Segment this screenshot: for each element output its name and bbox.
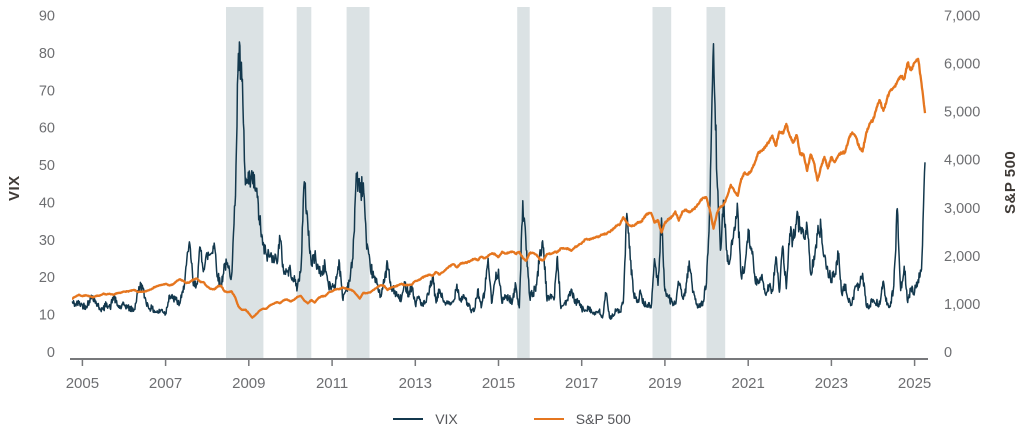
x-axis-tick-label: 2007 bbox=[149, 375, 182, 392]
chart-canvas: 2005 2007 2009 2011 2013 2015 2017 2019 2021 2023… bbox=[39, 7, 980, 392]
right-axis-tick-label: 1,000 bbox=[944, 297, 980, 313]
legend-item-vix: VIX bbox=[393, 411, 458, 427]
x-axis-tick-label: 2015 bbox=[482, 375, 515, 392]
left-axis-tick-label: 40 bbox=[39, 195, 55, 211]
left-axis-tick-label: 50 bbox=[39, 158, 55, 174]
x-axis-tick-label: 2019 bbox=[648, 375, 681, 392]
left-axis-tick-label: 80 bbox=[39, 46, 55, 62]
sp500-line bbox=[71, 57, 927, 319]
sp500-legend-line bbox=[533, 418, 564, 420]
left-axis-tick-label: 20 bbox=[39, 270, 55, 286]
left-axis-tick-label: 60 bbox=[39, 121, 55, 137]
right-axis-tick-label: 3,000 bbox=[944, 201, 980, 217]
right-axis-tick-label: 7,000 bbox=[944, 9, 980, 25]
right-axis-tick-label: 2,000 bbox=[944, 249, 980, 265]
right-axis-tick-label: 6,000 bbox=[944, 57, 980, 73]
x-axis-tick-label: 2009 bbox=[232, 375, 265, 392]
left-axis-tick-label: 10 bbox=[39, 308, 55, 324]
left-axis-tick-label: 0 bbox=[47, 345, 55, 361]
sp500-legend-label: S&P 500 bbox=[575, 411, 631, 427]
shaded-band bbox=[706, 7, 726, 359]
vix-line bbox=[71, 41, 926, 320]
right-axis-title: S&P 500 bbox=[1002, 150, 1019, 214]
x-axis-tick-label: 2021 bbox=[732, 375, 765, 392]
right-axis-tick-label: 4,000 bbox=[944, 153, 980, 169]
vix-legend-label: VIX bbox=[435, 411, 458, 427]
x-axis-tick-label: 2023 bbox=[815, 375, 848, 392]
legend: VIX S&P 500 bbox=[0, 411, 1024, 427]
legend-item-sp500: S&P 500 bbox=[533, 411, 631, 427]
x-axis-tick-label: 2013 bbox=[399, 375, 432, 392]
vix-legend-line bbox=[393, 418, 424, 420]
x-axis-tick-label: 2005 bbox=[66, 375, 99, 392]
right-axis-tick-label: 5,000 bbox=[944, 105, 980, 121]
left-axis-tick-label: 30 bbox=[39, 233, 55, 249]
x-axis-tick-label: 2025 bbox=[898, 375, 931, 392]
x-axis-tick-label: 2017 bbox=[565, 375, 598, 392]
right-axis-tick-label: 0 bbox=[944, 345, 952, 361]
left-axis-tick-label: 70 bbox=[39, 83, 55, 99]
x-axis-tick-label: 2011 bbox=[316, 375, 348, 392]
left-axis-tick-label: 90 bbox=[39, 9, 55, 25]
shaded-band bbox=[652, 7, 672, 359]
